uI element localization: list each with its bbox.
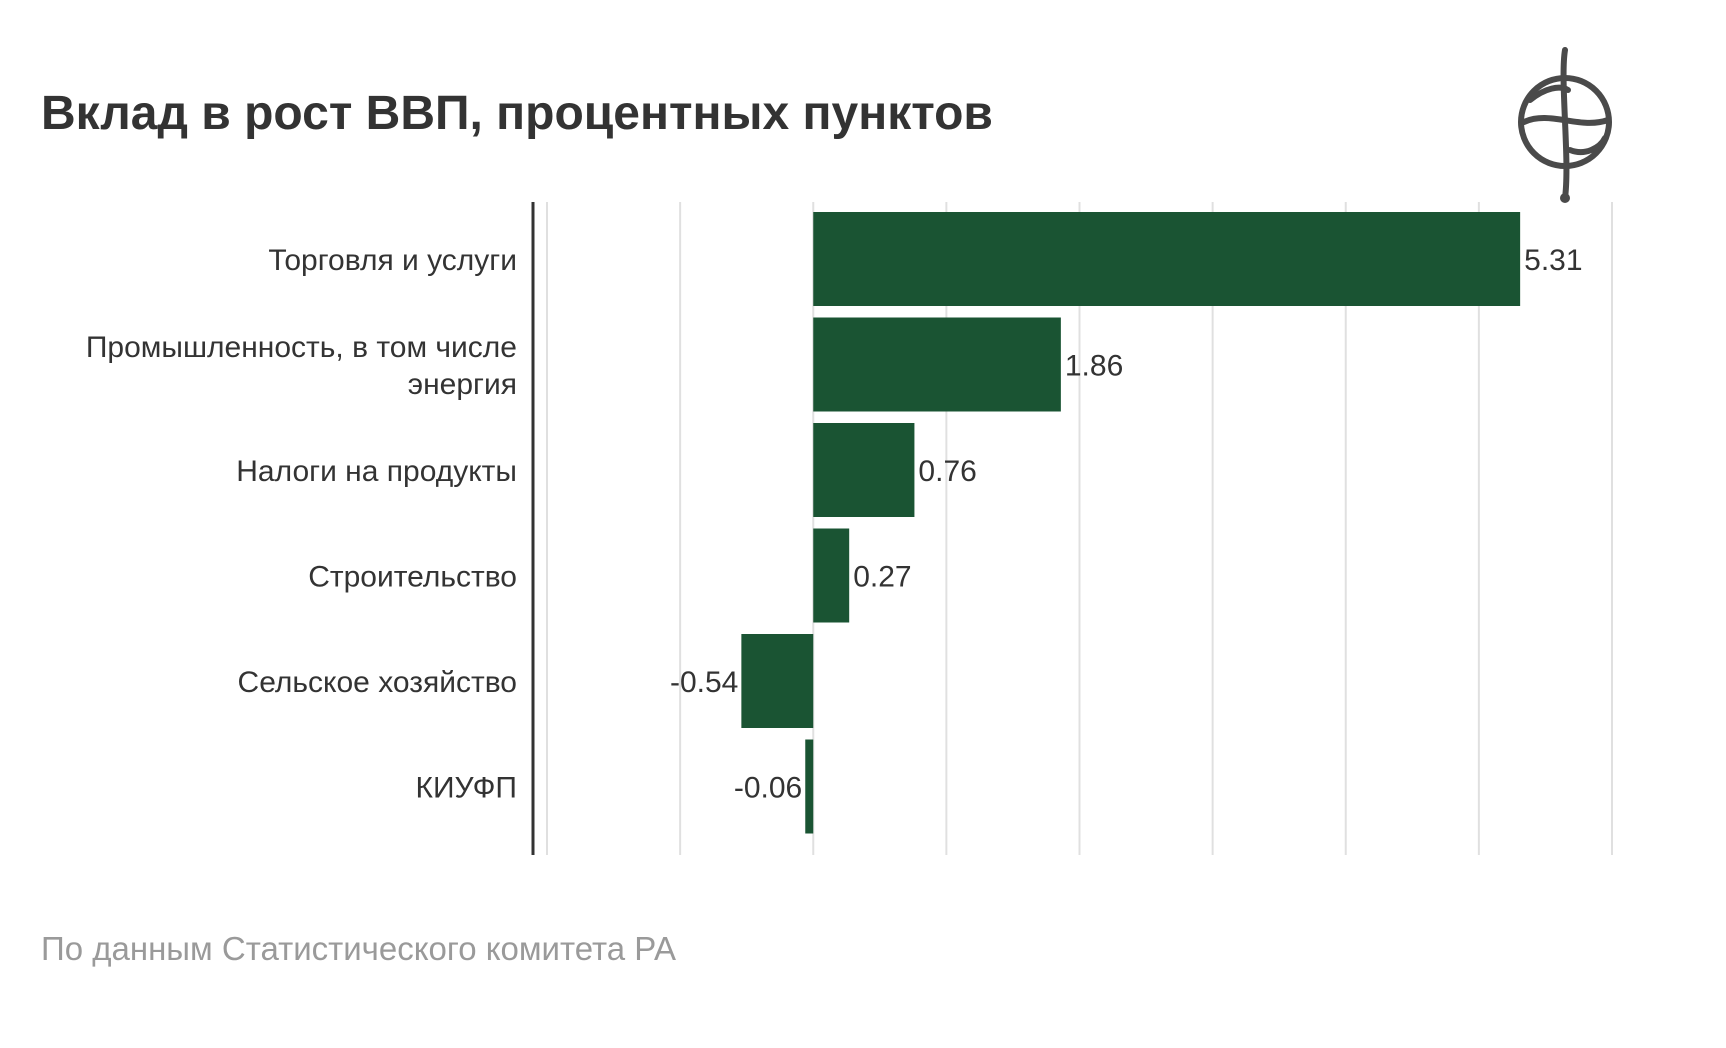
- category-label: Строительство: [308, 561, 517, 594]
- bar: [813, 317, 1061, 412]
- category-label: Налоги на продукты: [236, 455, 517, 488]
- category-label: энергия: [408, 368, 517, 401]
- category-label: Сельское хозяйство: [238, 666, 517, 699]
- category-label: Промышленность, в том числе: [86, 331, 517, 364]
- bar: [813, 212, 1521, 306]
- value-label: -0.06: [734, 772, 802, 805]
- value-label: 5.31: [1524, 244, 1582, 277]
- bar: [813, 528, 850, 623]
- category-label: КИУФП: [416, 772, 517, 805]
- category-label: Торговля и услуги: [268, 244, 517, 277]
- value-label: 0.76: [918, 455, 976, 488]
- value-labels: 5.31 1.86 0.76 0.27 -0.54 -0.06: [670, 244, 1583, 805]
- bar: [813, 423, 915, 517]
- bar: [805, 739, 814, 834]
- globe-logo-icon: [1518, 47, 1612, 203]
- bar: [741, 634, 814, 728]
- value-label: -0.54: [670, 666, 738, 699]
- bars: [741, 212, 1521, 834]
- value-label: 1.86: [1065, 350, 1123, 383]
- source-note: По данным Статистического комитета РА: [41, 930, 677, 967]
- category-labels: Торговля и услуги Промышленность, в том ч…: [86, 244, 517, 805]
- chart-title: Вклад в рост ВВП, процентных пунктов: [41, 87, 993, 140]
- value-label: 0.27: [853, 561, 911, 594]
